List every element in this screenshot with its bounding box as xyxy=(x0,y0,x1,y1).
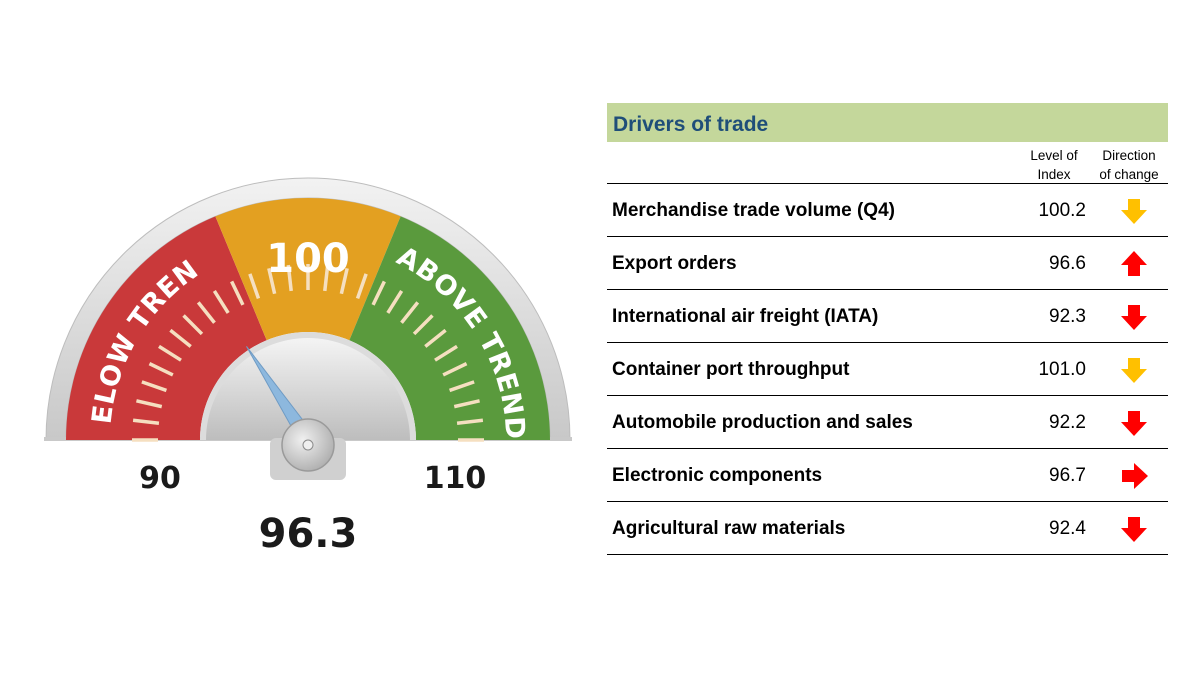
row-index-level: 96.7 xyxy=(1049,465,1086,486)
gauge-tick xyxy=(182,314,204,336)
row-index-level: 100.2 xyxy=(1038,200,1086,221)
arrow-down-icon xyxy=(1119,408,1149,438)
gauge-tick xyxy=(212,290,230,314)
row-indicator-name: Container port throughput xyxy=(612,359,850,380)
gauge-svg: BELOW TRENDABOVE TREND 100 90 110 96.3 xyxy=(30,110,572,557)
gauge-tick xyxy=(267,268,277,295)
gauge-tick xyxy=(400,301,420,324)
row-indicator-name: Merchandise trade volume (Q4) xyxy=(612,200,895,221)
row-indicator-name: Agricultural raw materials xyxy=(612,518,846,539)
gauge-zone-below-trend xyxy=(66,216,267,440)
gauge-tick xyxy=(386,290,404,314)
gauge-tick xyxy=(453,399,480,409)
gauge-cap-center xyxy=(302,439,314,451)
row-indicator-name: Automobile production and sales xyxy=(612,412,913,433)
arrow-up-icon xyxy=(1119,249,1149,279)
gauge-tick xyxy=(355,273,368,299)
arrow-down-icon xyxy=(1119,514,1149,544)
arrow-down-icon xyxy=(1119,196,1149,226)
gauge-tick xyxy=(148,362,174,377)
gauge-min-label: 90 xyxy=(139,461,181,496)
gauge-tick xyxy=(456,418,484,425)
gauge-tick xyxy=(196,301,216,324)
table-row: Agricultural raw materials 92.4 xyxy=(607,502,1168,555)
table-row: Electronic components 96.7 xyxy=(607,449,1168,502)
gauge-zone-above-trend xyxy=(349,216,550,440)
gauge-tick xyxy=(141,380,167,393)
gauge-tick xyxy=(230,280,245,306)
gauge-tick xyxy=(286,264,293,292)
row-indicator-name: Electronic components xyxy=(612,465,823,486)
column-header-level: Level of Index xyxy=(1019,146,1089,184)
gauge-tick xyxy=(449,380,475,393)
gauge-tick xyxy=(248,273,261,299)
gauge-tick xyxy=(424,328,447,348)
row-index-level: 92.2 xyxy=(1049,412,1086,433)
table-body: Merchandise trade volume (Q4) 100.2 Export… xyxy=(607,184,1168,555)
arrow-down-icon xyxy=(1119,355,1149,385)
row-index-level: 92.3 xyxy=(1049,306,1086,327)
gauge-tick xyxy=(339,268,349,295)
gauge-tick xyxy=(136,399,163,409)
table-row: International air freight (IATA) 92.3 xyxy=(607,290,1168,343)
table-row: Automobile production and sales 92.2 xyxy=(607,396,1168,449)
gauge-tick xyxy=(323,264,330,292)
gauge-tick xyxy=(412,314,434,336)
table-row: Merchandise trade volume (Q4) 100.2 xyxy=(607,184,1168,237)
column-header-level-line1: Level of xyxy=(1030,148,1078,163)
column-header-direction-line1: Direction xyxy=(1102,148,1156,163)
gauge-tick xyxy=(371,280,386,306)
column-header-level-line2: Index xyxy=(1037,167,1071,182)
gauge-ticks xyxy=(132,264,484,442)
row-index-level: 101.0 xyxy=(1038,359,1086,380)
arrow-down-icon xyxy=(1119,302,1149,332)
gauge-mid-label: 100 xyxy=(266,236,350,282)
gauge-max-label: 110 xyxy=(424,461,487,496)
gauge-tick xyxy=(132,418,160,425)
column-header-direction-line2: of change xyxy=(1099,167,1159,182)
gauge-cap xyxy=(281,418,335,472)
gauge-tick xyxy=(442,362,468,377)
row-index-level: 92.4 xyxy=(1049,518,1086,539)
row-index-level: 96.6 xyxy=(1049,253,1086,274)
gauge-value-label: 96.3 xyxy=(259,511,358,557)
gauge-tick xyxy=(434,344,458,362)
drivers-table: Drivers of trade Level of Index Directio… xyxy=(607,103,1168,555)
table-title: Drivers of trade xyxy=(607,103,1168,142)
table-row: Container port throughput 101.0 xyxy=(607,343,1168,396)
gauge-tick xyxy=(158,344,182,362)
column-header-direction: Direction of change xyxy=(1093,146,1165,184)
table-header: Level of Index Direction of change xyxy=(607,142,1168,184)
trade-gauge: BELOW TRENDABOVE TREND 100 90 110 96.3 xyxy=(30,110,590,570)
table-row: Export orders 96.6 xyxy=(607,237,1168,290)
arrow-right-icon xyxy=(1119,461,1149,491)
row-indicator-name: International air freight (IATA) xyxy=(612,306,879,327)
row-indicator-name: Export orders xyxy=(612,253,737,274)
gauge-tick xyxy=(169,328,192,348)
